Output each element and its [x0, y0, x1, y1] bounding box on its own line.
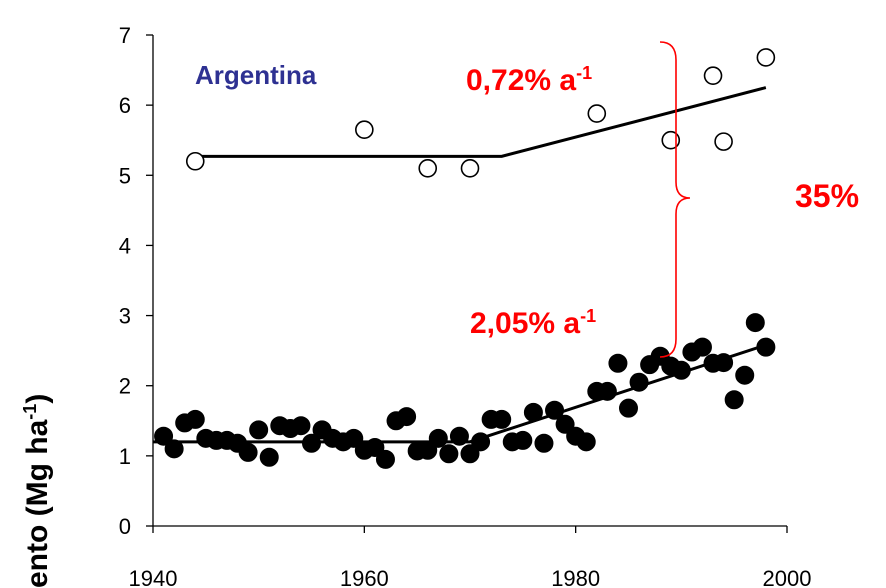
upper-rate-label: 0,72% a-1	[466, 63, 592, 97]
filled-data-point	[439, 444, 459, 464]
lower-rate-label: 2,05% a-1	[470, 306, 596, 340]
filled-data-point	[428, 428, 448, 448]
filled-data-point	[629, 372, 649, 392]
axes: 0 1 2 3 4 5 6 7 1940 1960 1980 2000	[119, 23, 812, 588]
filled-data-point	[259, 447, 279, 467]
trend-lines	[153, 86, 767, 444]
open-data-point	[587, 104, 607, 123]
filled-data-point	[492, 409, 512, 429]
filled-data-point	[344, 428, 364, 448]
y-tick-label: 4	[119, 233, 131, 258]
lower-rate-sup: -1	[580, 306, 596, 326]
filled-data-point	[249, 420, 269, 440]
filled-data-point	[238, 442, 258, 462]
y-tick-label: 2	[119, 374, 131, 399]
brace	[659, 41, 691, 358]
filled-data-point	[756, 337, 776, 357]
filled-data-point	[418, 440, 438, 460]
filled-data-point	[745, 313, 765, 333]
y-tick-label: 5	[119, 163, 131, 188]
y-tick-label: 1	[119, 444, 131, 469]
y-tick-label: 7	[119, 23, 131, 48]
x-tick-label: 1960	[340, 566, 389, 588]
filled-data-point	[449, 426, 469, 446]
filled-data-point	[375, 449, 395, 469]
y-tick-label: 3	[119, 304, 131, 329]
open-data-point	[661, 130, 681, 150]
open-data-point	[185, 151, 205, 171]
y-axis-label-sup: -1	[20, 404, 40, 420]
y-tick-label: 6	[119, 93, 131, 118]
filled-data-point	[735, 365, 755, 385]
open-data-point	[418, 158, 438, 178]
open-data-point	[355, 120, 374, 139]
filled-data-point	[365, 437, 385, 457]
x-tick-label: 2000	[763, 566, 812, 588]
x-tick-label: 1940	[129, 566, 178, 588]
x-tick-label: 1980	[551, 566, 600, 588]
data-points	[154, 48, 776, 469]
gap-label: 35%	[795, 178, 859, 214]
filled-data-point	[597, 381, 617, 401]
open-data-point	[460, 158, 480, 178]
filled-data-point	[608, 353, 628, 373]
filled-data-point	[534, 433, 554, 453]
filled-data-point	[724, 390, 744, 410]
open-data-point	[703, 66, 723, 85]
filled-data-point	[154, 426, 174, 446]
filled-data-point	[164, 439, 184, 459]
filled-data-point	[576, 432, 596, 452]
open-data-point	[756, 48, 776, 67]
y-tick-label: 0	[119, 514, 131, 539]
filled-data-point	[460, 444, 480, 464]
filled-data-point	[714, 353, 734, 373]
filled-data-point	[523, 402, 543, 422]
annotations: Argentina 0,72% a-1 2,05% a-1 35%	[195, 41, 859, 358]
filled-data-point	[692, 337, 712, 357]
filled-data-point	[291, 416, 311, 436]
y-axis-label: ento (Mg ha-1)	[20, 394, 54, 588]
filled-data-point	[397, 407, 417, 427]
filled-data-point	[471, 432, 491, 452]
filled-data-point	[619, 398, 638, 418]
filled-data-point	[555, 414, 575, 434]
filled-data-point	[513, 430, 533, 450]
filled-data-point	[185, 409, 205, 429]
upper-rate-sup: -1	[576, 63, 592, 83]
upper-trend-line	[195, 86, 767, 158]
filled-data-point	[545, 400, 565, 420]
lower-trend-line	[153, 343, 767, 444]
filled-data-point	[671, 360, 691, 380]
open-data-point	[714, 132, 733, 151]
filled-data-point	[302, 433, 321, 453]
country-label: Argentina	[195, 60, 317, 90]
